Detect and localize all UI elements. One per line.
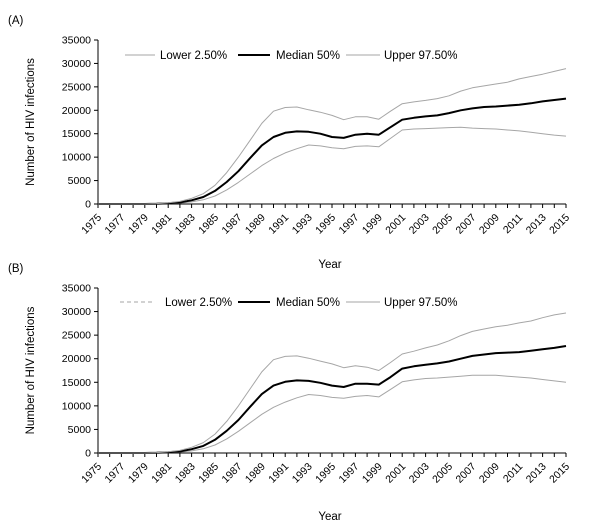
x-tick-label: 1977	[103, 212, 128, 237]
y-tick-label: 20000	[62, 105, 91, 117]
y-tick-label: 20000	[62, 353, 91, 365]
y-tick-label: 30000	[62, 58, 91, 70]
x-tick-label: 1987	[220, 212, 245, 237]
chart-panel-a: (A) 0 5000 10000 15000 20000 25000 30000 35000 19…	[8, 15, 572, 271]
x-tick-label: 2015	[547, 461, 572, 486]
x-tick-label: 2001	[383, 461, 408, 486]
y-tick-label: 30000	[62, 306, 91, 318]
y-tick-label: 10000	[62, 152, 91, 164]
y-tick-label: 5000	[68, 424, 92, 436]
x-tick-label: 2013	[524, 212, 549, 237]
legend-label: Median 50%	[276, 50, 340, 62]
x-tick-label: 2005	[430, 461, 455, 486]
x-tick-label: 1995	[313, 461, 338, 486]
y-axis-title: Number of HIV infections	[25, 306, 37, 434]
y-tick-label: 35000	[62, 283, 91, 295]
x-tick-label: 2007	[454, 212, 479, 237]
legend-label: Lower 2.50%	[165, 297, 232, 309]
x-tick-label: 2001	[383, 212, 408, 237]
x-tick-label: 1991	[266, 212, 291, 237]
y-tick-label: 15000	[62, 377, 91, 389]
x-tick-label: 2013	[524, 461, 549, 486]
x-tick-label: 2011	[501, 461, 526, 486]
series-line-median	[98, 345, 567, 454]
x-tick-label: 1993	[290, 212, 315, 237]
y-tick-label: 35000	[62, 35, 91, 47]
x-tick-label: 1985	[196, 461, 221, 486]
x-tick-label: 1985	[196, 212, 221, 237]
series-line-median	[98, 97, 567, 205]
x-tick-label: 1999	[360, 212, 385, 237]
panel-label: (B)	[8, 263, 24, 275]
y-tick-label: 15000	[62, 128, 91, 140]
y-tick-label: 25000	[62, 330, 91, 342]
chart-panel-b: (B) 0 5000 10000 15000 20000 25000 30000 35000 19…	[8, 263, 572, 523]
x-tick-label: 1979	[126, 212, 151, 237]
legend-label: Upper 97.50%	[384, 50, 458, 62]
x-tick-label: 2003	[407, 212, 432, 237]
x-tick-label: 1975	[79, 212, 104, 237]
x-tick-label: 1975	[79, 461, 104, 486]
x-tick-label: 1993	[290, 461, 315, 486]
x-tick-label: 1987	[220, 461, 245, 486]
x-tick-label: 1991	[266, 461, 291, 486]
legend-label: Median 50%	[276, 297, 340, 309]
y-axis-title: Number of HIV infections	[25, 58, 37, 186]
x-tick-label: 1999	[360, 461, 385, 486]
x-tick-label: 1981	[149, 461, 174, 486]
series-line-lower	[98, 126, 567, 205]
series-line-lower	[98, 374, 567, 454]
y-tick-label: 25000	[62, 81, 91, 93]
x-tick-label: 1989	[243, 461, 268, 486]
x-tick-label: 2009	[477, 461, 502, 486]
x-tick-label: 2011	[501, 212, 526, 237]
x-tick-label: 1997	[337, 212, 362, 237]
x-tick-label: 2015	[547, 212, 572, 237]
y-tick-label: 0	[85, 199, 91, 211]
series-line-upper	[98, 312, 567, 454]
x-axis-title: Year	[318, 511, 341, 523]
panel-label: (A)	[8, 15, 24, 27]
x-axis-title: Year	[318, 259, 341, 271]
legend-label: Upper 97.50%	[384, 297, 458, 309]
x-tick-label: 1997	[337, 461, 362, 486]
x-tick-label: 1979	[126, 461, 151, 486]
x-tick-label: 1989	[243, 212, 268, 237]
y-tick-label: 10000	[62, 400, 91, 412]
series-line-upper	[98, 68, 567, 205]
x-tick-label: 1981	[149, 212, 174, 237]
x-tick-label: 2003	[407, 461, 432, 486]
x-tick-label: 1983	[173, 461, 198, 486]
legend-label: Lower 2.50%	[160, 50, 227, 62]
x-tick-label: 2007	[454, 461, 479, 486]
x-tick-label: 2009	[477, 212, 502, 237]
y-tick-label: 5000	[68, 175, 92, 187]
x-tick-label: 1995	[313, 212, 338, 237]
y-tick-label: 0	[85, 448, 91, 460]
x-tick-label: 1983	[173, 212, 198, 237]
x-tick-label: 2005	[430, 212, 455, 237]
x-tick-label: 1977	[103, 461, 128, 486]
